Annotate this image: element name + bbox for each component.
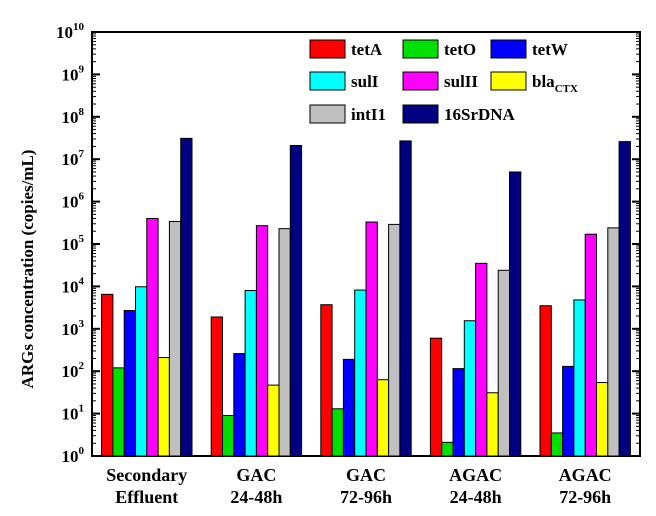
x-category-label: Effluent — [115, 487, 178, 507]
y-tick-label: 102 — [62, 360, 85, 381]
y-tick-label: 107 — [62, 148, 85, 169]
bar-teto-0 — [112, 367, 125, 457]
bar-suli-2 — [354, 289, 367, 457]
legend-label-inti1: intI1 — [351, 105, 386, 124]
y-tick-label: 105 — [62, 233, 85, 254]
bar-teto-4 — [550, 432, 564, 457]
bar-tetw-0 — [123, 310, 136, 457]
bar-tetw-3 — [452, 368, 465, 457]
legend-label-teta: tetA — [351, 40, 383, 59]
bar-16srdna-3 — [509, 171, 522, 457]
bar-inti1-1 — [278, 228, 291, 457]
legend-swatch-teta — [309, 39, 346, 59]
bar-inti1-2 — [388, 223, 401, 457]
y-tick-label: 104 — [62, 275, 85, 296]
bar-sulii-2 — [365, 221, 378, 457]
legend-swatch-inti1 — [309, 104, 346, 124]
bar-teta-3 — [429, 337, 443, 457]
bar-teto-1 — [222, 415, 235, 457]
legend-label-suli: sulI — [351, 72, 379, 91]
legend-swatch-teto — [402, 39, 439, 59]
bar-bla-1 — [267, 384, 280, 457]
legend-label-tetw: tetW — [532, 40, 568, 59]
bar-bla-3 — [486, 392, 499, 457]
y-tick-label: 1010 — [56, 21, 85, 42]
y-tick-label: 100 — [62, 445, 85, 466]
bar-suli-3 — [463, 320, 477, 457]
bar-suli-1 — [244, 290, 257, 457]
bar-sulii-1 — [255, 225, 269, 457]
y-tick-label: 103 — [62, 318, 85, 339]
bar-teta-1 — [210, 316, 223, 457]
legend-label-sulii: sulII — [444, 72, 478, 91]
bar-teta-2 — [320, 304, 333, 457]
bar-inti1-3 — [497, 269, 511, 457]
y-tick-label: 108 — [62, 106, 85, 127]
bar-16srdna-1 — [289, 145, 303, 457]
bar-bla-0 — [157, 357, 170, 457]
legend-label-bla: blaCTX — [532, 72, 578, 95]
legend-swatch-suli — [309, 71, 346, 91]
legend-label-teto: tetO — [444, 40, 476, 59]
bar-tetw-4 — [562, 365, 575, 457]
x-category-label: 24-48h — [230, 487, 282, 507]
bar-sulii-3 — [475, 262, 488, 457]
legend-swatch-bla — [490, 71, 527, 91]
bar-sulii-4 — [584, 233, 598, 457]
bar-teto-2 — [331, 408, 344, 457]
legend-swatch-tetw — [490, 39, 527, 59]
x-category-label: 72-96h — [340, 487, 392, 507]
bar-bla-2 — [376, 379, 390, 457]
legend-label-16srdna: 16SrDNA — [444, 105, 516, 124]
bar-suli-4 — [573, 299, 586, 457]
x-category-label: GAC — [236, 465, 276, 485]
legend-swatch-16srdna — [402, 104, 439, 124]
legend-swatch-sulii — [402, 71, 439, 91]
bar-inti1-0 — [168, 220, 182, 457]
x-category-label: 24-48h — [450, 487, 502, 507]
bar-teto-3 — [441, 441, 454, 457]
bar-tetw-1 — [233, 353, 246, 457]
bar-bla-4 — [596, 382, 609, 457]
bar-16srdna-0 — [180, 137, 193, 457]
bar-teta-4 — [539, 305, 552, 457]
x-category-label: AGAC — [559, 465, 612, 485]
bar-16srdna-4 — [618, 141, 631, 457]
y-axis-label: ARGs concentration (copies/mL) — [18, 150, 37, 389]
y-tick-label: 101 — [62, 403, 85, 424]
bar-sulii-0 — [146, 217, 159, 457]
bar-16srdna-2 — [399, 140, 412, 457]
bar-tetw-2 — [342, 358, 356, 457]
y-tick-label: 106 — [62, 191, 85, 212]
x-category-label: GAC — [346, 465, 386, 485]
x-category-label: Secondary — [106, 465, 187, 485]
x-category-label: 72-96h — [559, 487, 611, 507]
bar-teta-0 — [101, 293, 114, 457]
bar-suli-0 — [135, 286, 148, 457]
x-category-label: AGAC — [449, 465, 502, 485]
y-tick-label: 109 — [62, 63, 85, 84]
bar-inti1-4 — [607, 227, 620, 457]
